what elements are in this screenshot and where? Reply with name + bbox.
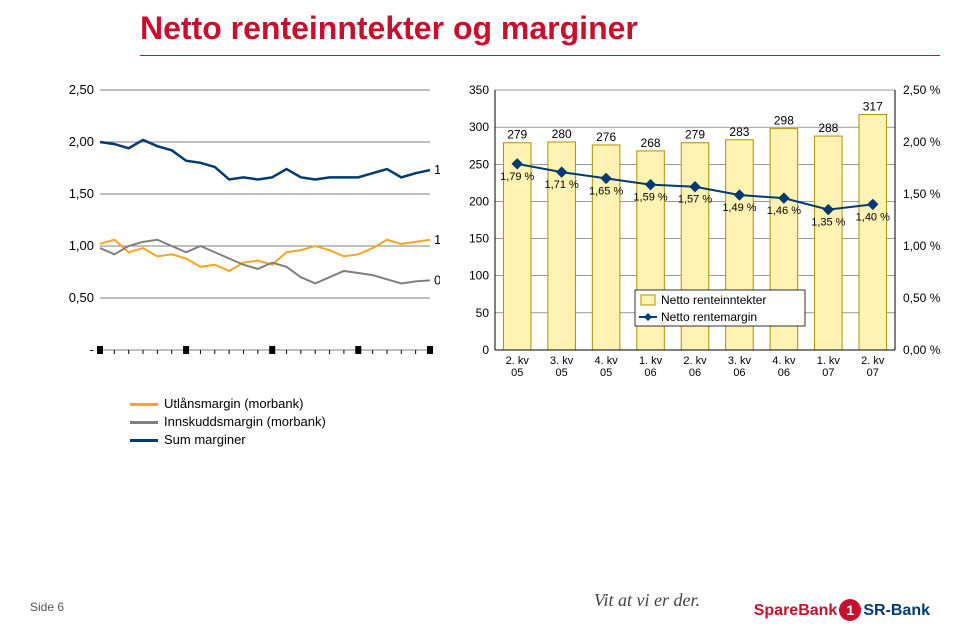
svg-text:1,59 %: 1,59 % <box>633 192 667 204</box>
logo-sparebank: SpareBank <box>754 602 838 619</box>
svg-text:0,50: 0,50 <box>69 290 94 305</box>
svg-text:2. kv05: 2. kv05 <box>506 355 530 379</box>
svg-text:350: 350 <box>469 83 489 97</box>
svg-text:1. kv06: 1. kv06 <box>639 355 663 379</box>
svg-text:1,73: 1,73 <box>434 162 440 177</box>
svg-text:0: 0 <box>482 343 489 357</box>
svg-text:300: 300 <box>469 120 489 134</box>
logo-one-badge: 1 <box>839 599 861 621</box>
svg-text:3. kv06: 3. kv06 <box>728 355 752 379</box>
svg-text:1. kv07: 1. kv07 <box>817 355 841 379</box>
svg-text:1,79 %: 1,79 % <box>500 171 534 183</box>
legend-label: Utlånsmargin (morbank) <box>164 395 303 413</box>
svg-text:Netto renteinntekter: Netto renteinntekter <box>661 293 766 307</box>
svg-text:3. kv05: 3. kv05 <box>550 355 574 379</box>
title-rule <box>140 55 940 56</box>
svg-text:2. kv07: 2. kv07 <box>861 355 885 379</box>
svg-text:100: 100 <box>469 269 489 283</box>
legend-label: Sum marginer <box>164 431 246 449</box>
svg-text:1,35 %: 1,35 % <box>811 217 845 229</box>
svg-text:0,00 %: 0,00 % <box>903 343 941 357</box>
svg-text:1,50: 1,50 <box>69 186 94 201</box>
svg-text:2,00 %: 2,00 % <box>903 135 941 149</box>
margins-legend: Utlånsmargin (morbank)Innskuddsmargin (m… <box>130 395 326 449</box>
legend-swatch <box>130 439 158 442</box>
margins-line-chart: - 0,50 1,00 1,50 2,00 2,50 1,73 1,06 0,67 <box>60 80 440 380</box>
svg-text:4. kv05: 4. kv05 <box>594 355 618 379</box>
svg-text:150: 150 <box>469 232 489 246</box>
svg-text:1,57 %: 1,57 % <box>678 194 712 206</box>
legend-label: Innskuddsmargin (morbank) <box>164 413 326 431</box>
svg-text:-: - <box>90 342 94 357</box>
page-title: Netto renteinntekter og marginer <box>140 10 638 47</box>
footer: Vit at vi er der. SpareBank1SR-Bank <box>0 566 960 636</box>
svg-text:1,40 %: 1,40 % <box>856 211 890 223</box>
svg-text:1,50 %: 1,50 % <box>903 187 941 201</box>
svg-text:50: 50 <box>476 306 490 320</box>
svg-text:317: 317 <box>863 100 883 114</box>
interest-bar-chart: 0 50 100 150 200 250 300 350 0,00 % 0,50 % 1,00 % 1… <box>455 80 955 380</box>
svg-text:1,00 %: 1,00 % <box>903 239 941 253</box>
svg-text:2,50 %: 2,50 % <box>903 83 941 97</box>
legend-swatch <box>130 403 158 406</box>
svg-text:2. kv06: 2. kv06 <box>683 355 707 379</box>
svg-text:1,71 %: 1,71 % <box>545 179 579 191</box>
svg-text:1,65 %: 1,65 % <box>589 185 623 197</box>
svg-text:279: 279 <box>685 128 705 142</box>
svg-text:1,06: 1,06 <box>434 232 440 247</box>
brand-logo: SpareBank1SR-Bank <box>754 599 930 621</box>
legend-row: Utlånsmargin (morbank) <box>130 395 326 413</box>
svg-text:Netto rentemargin: Netto rentemargin <box>661 310 757 324</box>
svg-text:1,49 %: 1,49 % <box>722 202 756 214</box>
svg-text:2,50: 2,50 <box>69 82 94 97</box>
slide-number: Side 6 <box>30 600 64 614</box>
svg-text:0,67: 0,67 <box>434 272 440 287</box>
svg-text:0,50 %: 0,50 % <box>903 291 941 305</box>
slogan: Vit at vi er der. <box>594 590 700 611</box>
svg-text:283: 283 <box>729 125 749 139</box>
svg-text:200: 200 <box>469 194 489 208</box>
svg-text:279: 279 <box>507 128 527 142</box>
svg-text:250: 250 <box>469 157 489 171</box>
legend-row: Innskuddsmargin (morbank) <box>130 413 326 431</box>
svg-text:280: 280 <box>552 127 572 141</box>
svg-text:276: 276 <box>596 130 616 144</box>
svg-text:268: 268 <box>641 136 661 150</box>
legend-row: Sum marginer <box>130 431 326 449</box>
svg-text:1,00: 1,00 <box>69 238 94 253</box>
svg-text:298: 298 <box>774 114 794 128</box>
logo-srbank: SR-Bank <box>863 602 930 619</box>
svg-text:288: 288 <box>818 121 838 135</box>
svg-text:2,00: 2,00 <box>69 134 94 149</box>
svg-text:4. kv06: 4. kv06 <box>772 355 796 379</box>
svg-text:1,46 %: 1,46 % <box>767 205 801 217</box>
legend-swatch <box>130 421 158 424</box>
